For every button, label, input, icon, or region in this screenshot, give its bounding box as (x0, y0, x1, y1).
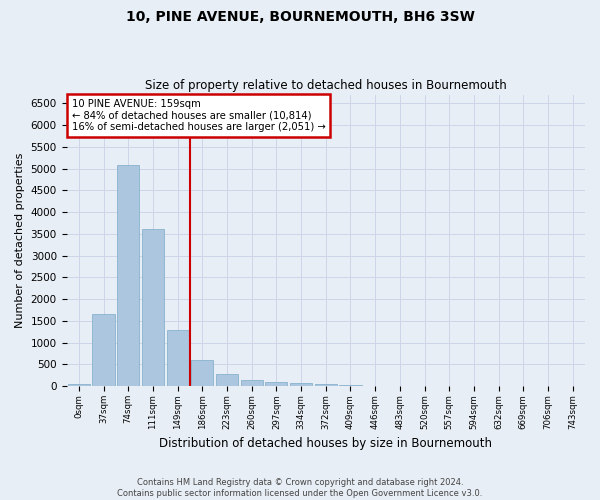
Title: Size of property relative to detached houses in Bournemouth: Size of property relative to detached ho… (145, 79, 506, 92)
Bar (167, 330, 189, 386)
Y-axis label: Number of detached properties: Number of detached properties (15, 152, 25, 328)
X-axis label: Distribution of detached houses by size in Bournemouth: Distribution of detached houses by size … (159, 437, 492, 450)
Bar (241, 380, 263, 386)
Text: 10, PINE AVENUE, BOURNEMOUTH, BH6 3SW: 10, PINE AVENUE, BOURNEMOUTH, BH6 3SW (125, 10, 475, 24)
Text: 10 PINE AVENUE: 159sqm
← 84% of detached houses are smaller (10,814)
16% of semi: 10 PINE AVENUE: 159sqm ← 84% of detached… (72, 99, 325, 132)
Bar (117, 165, 139, 386)
Bar (340, 385, 362, 386)
Bar (92, 314, 115, 386)
Bar (314, 384, 337, 386)
Text: Contains HM Land Registry data © Crown copyright and database right 2024.
Contai: Contains HM Land Registry data © Crown c… (118, 478, 482, 498)
Bar (68, 384, 90, 386)
Bar (142, 230, 164, 386)
Bar (191, 360, 214, 386)
Bar (265, 382, 287, 386)
Bar (290, 383, 312, 386)
Bar (216, 374, 238, 386)
